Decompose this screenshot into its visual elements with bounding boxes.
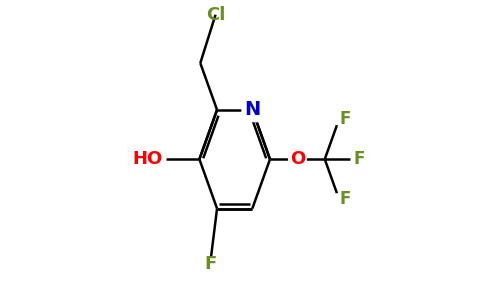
Text: O: O <box>290 150 305 168</box>
Text: Cl: Cl <box>206 6 225 24</box>
Text: F: F <box>205 255 217 273</box>
Text: N: N <box>244 100 260 119</box>
Text: F: F <box>340 190 351 208</box>
Text: HO: HO <box>133 150 163 168</box>
Text: F: F <box>353 150 364 168</box>
Text: F: F <box>340 110 351 128</box>
